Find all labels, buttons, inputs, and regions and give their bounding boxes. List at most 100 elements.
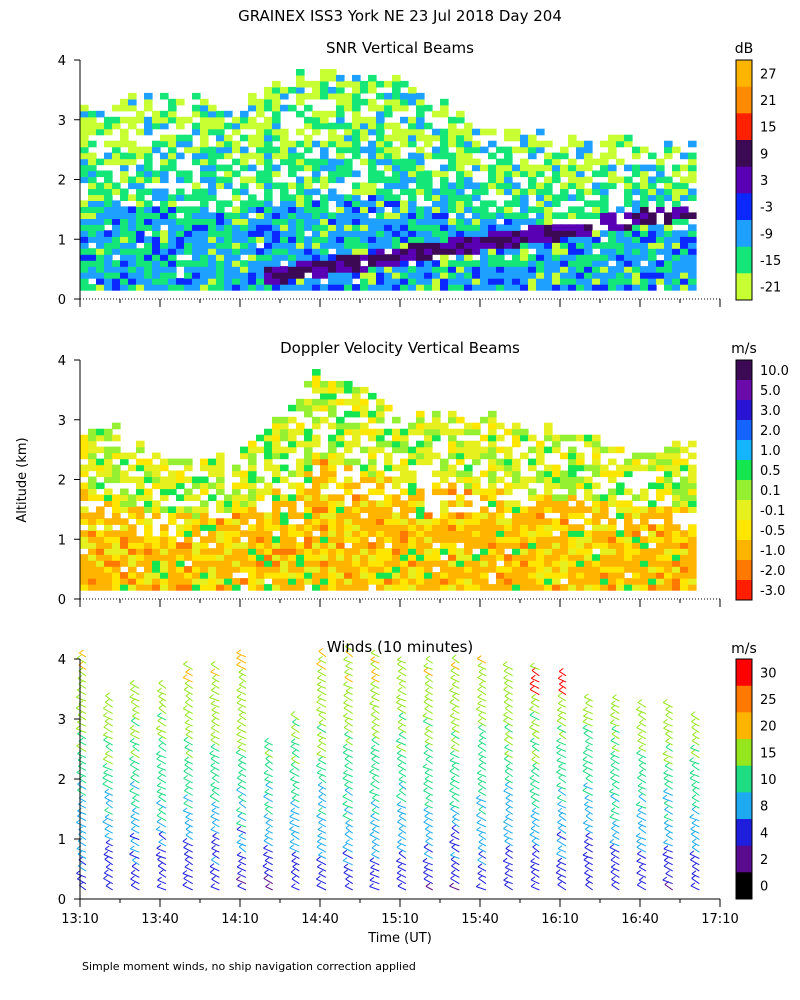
- heatmap-cell: [312, 284, 321, 291]
- heatmap-cell: [216, 542, 225, 549]
- heatmap-cell: [384, 254, 393, 261]
- heatmap-cell: [376, 530, 385, 537]
- heatmap-cell: [464, 470, 473, 478]
- wind-barb: [131, 828, 140, 834]
- heatmap-cell: [288, 278, 297, 285]
- heatmap-cell: [672, 464, 681, 472]
- heatmap-cell: [128, 236, 137, 243]
- heatmap-cell: [520, 278, 529, 285]
- heatmap-cell: [168, 536, 177, 543]
- heatmap-cell: [240, 200, 249, 207]
- heatmap-cell: [568, 578, 577, 585]
- heatmap-cell: [664, 548, 673, 555]
- wind-barb: [76, 728, 87, 733]
- heatmap-cell: [80, 482, 89, 490]
- wind-barb: [344, 720, 353, 727]
- wind-barb: [105, 746, 113, 752]
- heatmap-cell: [680, 194, 689, 201]
- heatmap-cell: [512, 512, 521, 519]
- heatmap-cell: [560, 512, 569, 519]
- heatmap-cell: [488, 440, 497, 448]
- heatmap-cell: [448, 548, 457, 555]
- wind-barb-flag: [344, 786, 350, 791]
- heatmap-cell: [288, 104, 297, 112]
- heatmap-cell: [88, 584, 97, 591]
- heatmap-cell: [328, 122, 337, 130]
- heatmap-cell: [368, 578, 377, 585]
- heatmap-cell: [304, 380, 313, 388]
- heatmap-cell: [448, 452, 457, 460]
- heatmap-cell: [440, 536, 449, 543]
- heatmap-cell: [304, 428, 313, 436]
- heatmap-cell: [320, 464, 329, 472]
- heatmap-cell: [264, 194, 273, 201]
- heatmap-cell: [656, 488, 665, 496]
- heatmap-cell: [480, 242, 489, 249]
- heatmap-cell: [560, 542, 569, 549]
- heatmap-cell: [536, 566, 545, 573]
- heatmap-cell: [552, 158, 561, 166]
- heatmap-cell: [648, 176, 657, 184]
- wind-barb-flag: [264, 788, 270, 793]
- heatmap-cell: [136, 446, 145, 454]
- heatmap-cell: [112, 518, 121, 525]
- heatmap-cell: [144, 266, 153, 273]
- heatmap-cell: [160, 176, 169, 184]
- heatmap-cell: [304, 224, 313, 231]
- heatmap-cell: [504, 278, 513, 285]
- heatmap-cell: [616, 140, 625, 148]
- heatmap-cell: [424, 446, 433, 454]
- heatmap-cell: [496, 284, 505, 291]
- heatmap-cell: [672, 446, 681, 454]
- heatmap-cell: [584, 578, 593, 585]
- heatmap-cell: [480, 164, 489, 172]
- heatmap-cell: [304, 572, 313, 579]
- wind-barb-flag: [504, 705, 510, 709]
- heatmap-cell: [440, 488, 449, 496]
- heatmap-cell: [544, 188, 553, 196]
- heatmap-cell: [320, 92, 329, 100]
- wind-barb: [103, 726, 113, 733]
- heatmap-cell: [432, 134, 441, 142]
- wind-barb-flag: [369, 857, 375, 862]
- wind-barb-flag: [129, 693, 135, 698]
- wind-barb-flag: [532, 843, 538, 848]
- heatmap-cell: [256, 434, 265, 442]
- heatmap-cell: [80, 560, 89, 567]
- heatmap-cell: [328, 494, 337, 501]
- wind-barb: [559, 733, 567, 740]
- heatmap-cell: [288, 524, 297, 531]
- heatmap-cell: [608, 488, 617, 496]
- wind-barb: [530, 796, 540, 803]
- heatmap-cell: [344, 398, 353, 406]
- heatmap-cell: [592, 446, 601, 454]
- heatmap-cell: [456, 452, 465, 460]
- wind-barb: [318, 790, 327, 796]
- heatmap-cell: [424, 170, 433, 178]
- heatmap-cell: [272, 512, 281, 519]
- heatmap-cell: [408, 572, 417, 579]
- wind-barb: [158, 833, 167, 840]
- wind-barb: [343, 872, 353, 878]
- heatmap-cell: [352, 422, 361, 430]
- heatmap-cell: [152, 470, 161, 478]
- heatmap-cell: [632, 212, 641, 219]
- wind-barb: [77, 783, 87, 790]
- heatmap-cell: [624, 464, 633, 472]
- wind-barb: [158, 682, 167, 689]
- heatmap-cell: [240, 230, 249, 237]
- wind-barb: [529, 834, 540, 841]
- heatmap-cell: [384, 164, 393, 172]
- wind-barb: [425, 676, 433, 683]
- wind-barb: [209, 795, 220, 803]
- heatmap-cell: [496, 242, 505, 249]
- heatmap-cell: [376, 488, 385, 496]
- heatmap-cell: [448, 542, 457, 549]
- heatmap-cell: [448, 470, 457, 478]
- wind-barb-flag: [237, 781, 243, 785]
- heatmap-cell: [584, 506, 593, 513]
- heatmap-cell: [416, 440, 425, 448]
- heatmap-cell: [128, 548, 137, 555]
- heatmap-cell: [544, 218, 553, 225]
- wind-barb: [265, 758, 274, 765]
